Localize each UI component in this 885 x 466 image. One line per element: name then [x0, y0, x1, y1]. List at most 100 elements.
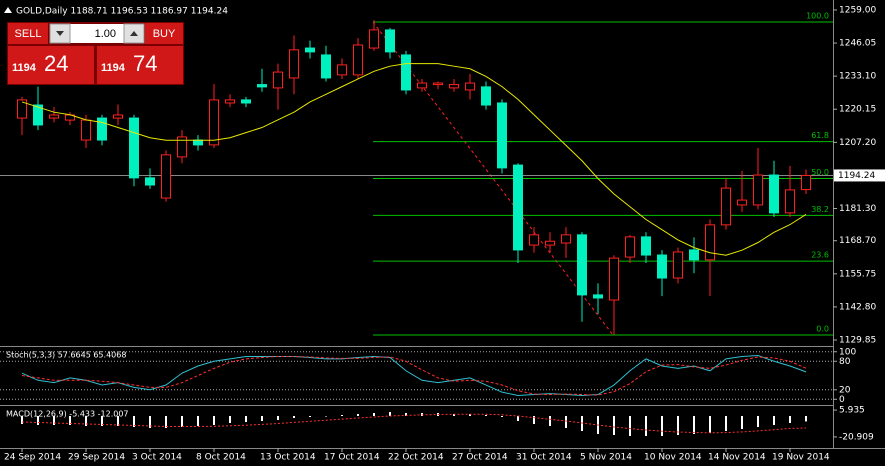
- y-tick-label: 1207.20: [839, 138, 876, 148]
- macd-bar: [181, 416, 183, 427]
- macd-bar: [117, 416, 119, 426]
- fib-label: 50.0: [811, 168, 829, 177]
- candle-body: [129, 117, 139, 179]
- candle-body: [225, 99, 235, 104]
- candle-body: [401, 54, 411, 91]
- macd-bar: [341, 415, 343, 416]
- macd-bar: [165, 416, 167, 428]
- buy-label: BUY: [153, 28, 176, 40]
- macd-bar: [373, 413, 375, 416]
- macd-bar: [693, 416, 695, 434]
- macd-bar: [261, 416, 263, 421]
- buy-button[interactable]: [145, 23, 183, 44]
- y-tick-label: 0: [839, 395, 845, 405]
- macd-bar: [85, 416, 87, 426]
- y-tick-label: 1246.05: [839, 39, 876, 49]
- macd-bar: [53, 416, 55, 425]
- candle-body: [577, 234, 587, 296]
- candle-body: [673, 251, 683, 279]
- macd-bar: [709, 416, 711, 433]
- x-tick-label: 3 Oct 2014: [132, 453, 182, 463]
- macd-bar: [789, 416, 791, 423]
- lot-field[interactable]: [50, 24, 144, 43]
- candle-body: [417, 82, 427, 89]
- bid-prefix: 1194: [12, 62, 37, 74]
- macd-bar: [101, 416, 103, 426]
- candle-body: [145, 177, 155, 186]
- candle-body: [769, 174, 779, 214]
- macd-bar: [533, 416, 535, 424]
- macd-bar: [629, 416, 631, 436]
- macd-bar: [677, 416, 679, 435]
- y-tick-label: 20: [839, 385, 851, 395]
- y-tick-label: 80: [839, 357, 851, 367]
- candle-body: [17, 99, 27, 119]
- last-price-label: 1194.24: [838, 171, 875, 181]
- panel-title: Stoch(5,3,3) 57.6645 65.4068: [6, 351, 126, 360]
- collapse-icon[interactable]: [4, 7, 12, 13]
- candle-body: [177, 136, 187, 158]
- candle-body: [705, 224, 715, 261]
- candle-body: [609, 257, 619, 301]
- bid-big: 24: [44, 51, 68, 76]
- x-tick-label: 31 Oct 2014: [516, 453, 572, 463]
- candle-body: [337, 64, 347, 76]
- signal-line: [21, 413, 807, 434]
- macd-bar: [469, 414, 471, 416]
- y-tick-label: 1129.85: [839, 335, 876, 345]
- x-tick-label: 19 Nov 2014: [772, 453, 830, 463]
- macd-bar: [325, 416, 327, 417]
- down-arrow: [56, 31, 64, 36]
- x-tick-label: 14 Nov 2014: [708, 453, 766, 463]
- y-tick-label: 1155.75: [839, 269, 876, 279]
- macd-bar: [757, 416, 759, 427]
- x-tick-label: 22 Oct 2014: [388, 453, 444, 463]
- candle-body: [801, 174, 811, 191]
- candle-body: [97, 117, 107, 141]
- sell-label: SELL: [15, 28, 42, 40]
- candle-body: [369, 29, 379, 49]
- candle-body: [209, 99, 219, 146]
- y-tick-label: 100: [839, 347, 856, 357]
- macd-bar: [309, 416, 311, 417]
- moving-average: [21, 63, 807, 256]
- macd-bar: [229, 416, 231, 423]
- candle-body: [257, 84, 267, 88]
- x-tick-label: 17 Oct 2014: [324, 453, 380, 463]
- candle-body: [561, 234, 571, 244]
- macd-bar: [725, 416, 727, 431]
- macd-bar: [245, 416, 247, 422]
- last-price-box: [834, 169, 885, 182]
- x-tick-label: 24 Sep 2014: [4, 453, 61, 463]
- y-tick-label: 1142.80: [839, 302, 876, 312]
- ask-box[interactable]: [97, 46, 183, 84]
- y-tick-label: 1168.70: [839, 236, 876, 246]
- macd-bar: [661, 416, 663, 436]
- candle-body: [385, 29, 395, 53]
- fib-label: 38.2: [811, 205, 829, 214]
- macd-bar: [645, 416, 647, 436]
- macd-bar: [453, 414, 455, 416]
- sell-button[interactable]: [8, 23, 48, 44]
- bid-box[interactable]: [8, 46, 94, 84]
- y-tick-label: 5.935: [839, 406, 865, 416]
- candle-body: [625, 236, 635, 258]
- ask-prefix: 1194: [101, 62, 126, 74]
- panel-title: MACD(12,26,9) -5.433 -12.007: [6, 410, 129, 419]
- trade-panel: SELL 1.00 BUY 1194 24 1194 74: [7, 22, 184, 85]
- y-tick-label: 1233.10: [839, 72, 876, 82]
- macd-bar: [277, 416, 279, 420]
- stoch-line: [21, 356, 807, 396]
- y-tick-label: -20.909: [839, 432, 874, 442]
- chart-header: GOLD,Daily 1188.71 1196.53 1186.97 1194.…: [16, 7, 228, 17]
- macd-bar: [565, 416, 567, 428]
- candle-body: [465, 82, 475, 91]
- macd-bar: [149, 416, 151, 428]
- candle-body: [273, 71, 283, 89]
- macd-bar: [21, 416, 23, 424]
- macd-bar: [69, 416, 71, 425]
- candle-body: [721, 187, 731, 226]
- macd-bar: [389, 412, 391, 416]
- y-tick-label: 1181.30: [839, 204, 876, 214]
- stoch-line: [21, 355, 807, 396]
